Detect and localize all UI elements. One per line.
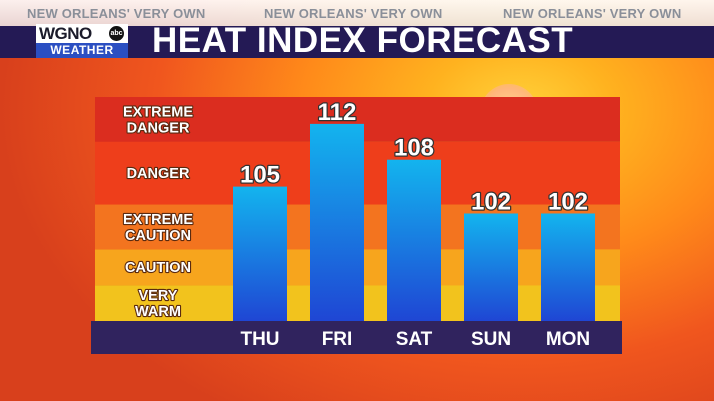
band-label: CAUTION	[125, 228, 191, 244]
day-label: MON	[546, 329, 590, 350]
ticker-text: NEW ORLEANS' VERY OWN	[27, 6, 206, 21]
logo-weather: WEATHER	[36, 43, 128, 58]
page-title: HEAT INDEX FORECAST	[152, 21, 574, 60]
logo-callsign: WGNO	[36, 24, 128, 43]
axis-strip	[91, 321, 622, 354]
band-label: WARM	[135, 304, 181, 320]
band-label: VERY	[139, 288, 178, 304]
bar-thu	[233, 186, 287, 321]
band-label: EXTREME	[123, 104, 193, 120]
value-label: 112	[318, 99, 357, 126]
bar-sun	[464, 213, 518, 321]
value-label: 102	[548, 188, 588, 215]
bar-fri	[310, 123, 364, 321]
day-label: SUN	[471, 329, 511, 350]
ticker-text: NEW ORLEANS' VERY OWN	[503, 6, 682, 21]
bar-mon	[541, 213, 595, 321]
day-label: FRI	[322, 329, 353, 350]
chart-labels: VERYWARMCAUTIONEXTREMECAUTIONDANGEREXTRE…	[122, 98, 590, 350]
band-label: CAUTION	[125, 260, 191, 276]
bar-sat	[387, 159, 441, 321]
band-label: EXTREME	[123, 212, 193, 228]
ticker-strip: NEW ORLEANS' VERY OWN NEW ORLEANS' VERY …	[0, 0, 714, 28]
value-label: 102	[471, 188, 511, 215]
abc-network-icon: abc	[109, 26, 124, 41]
bars	[233, 123, 595, 321]
value-label: 108	[394, 135, 434, 162]
station-logo: WGNO abc WEATHER	[36, 24, 128, 58]
band-label: DANGER	[127, 120, 190, 136]
day-label: THU	[240, 329, 279, 350]
ticker-text: NEW ORLEANS' VERY OWN	[264, 6, 443, 21]
day-label: SAT	[396, 329, 433, 350]
value-label: 105	[240, 162, 280, 189]
band-label: DANGER	[127, 166, 190, 182]
